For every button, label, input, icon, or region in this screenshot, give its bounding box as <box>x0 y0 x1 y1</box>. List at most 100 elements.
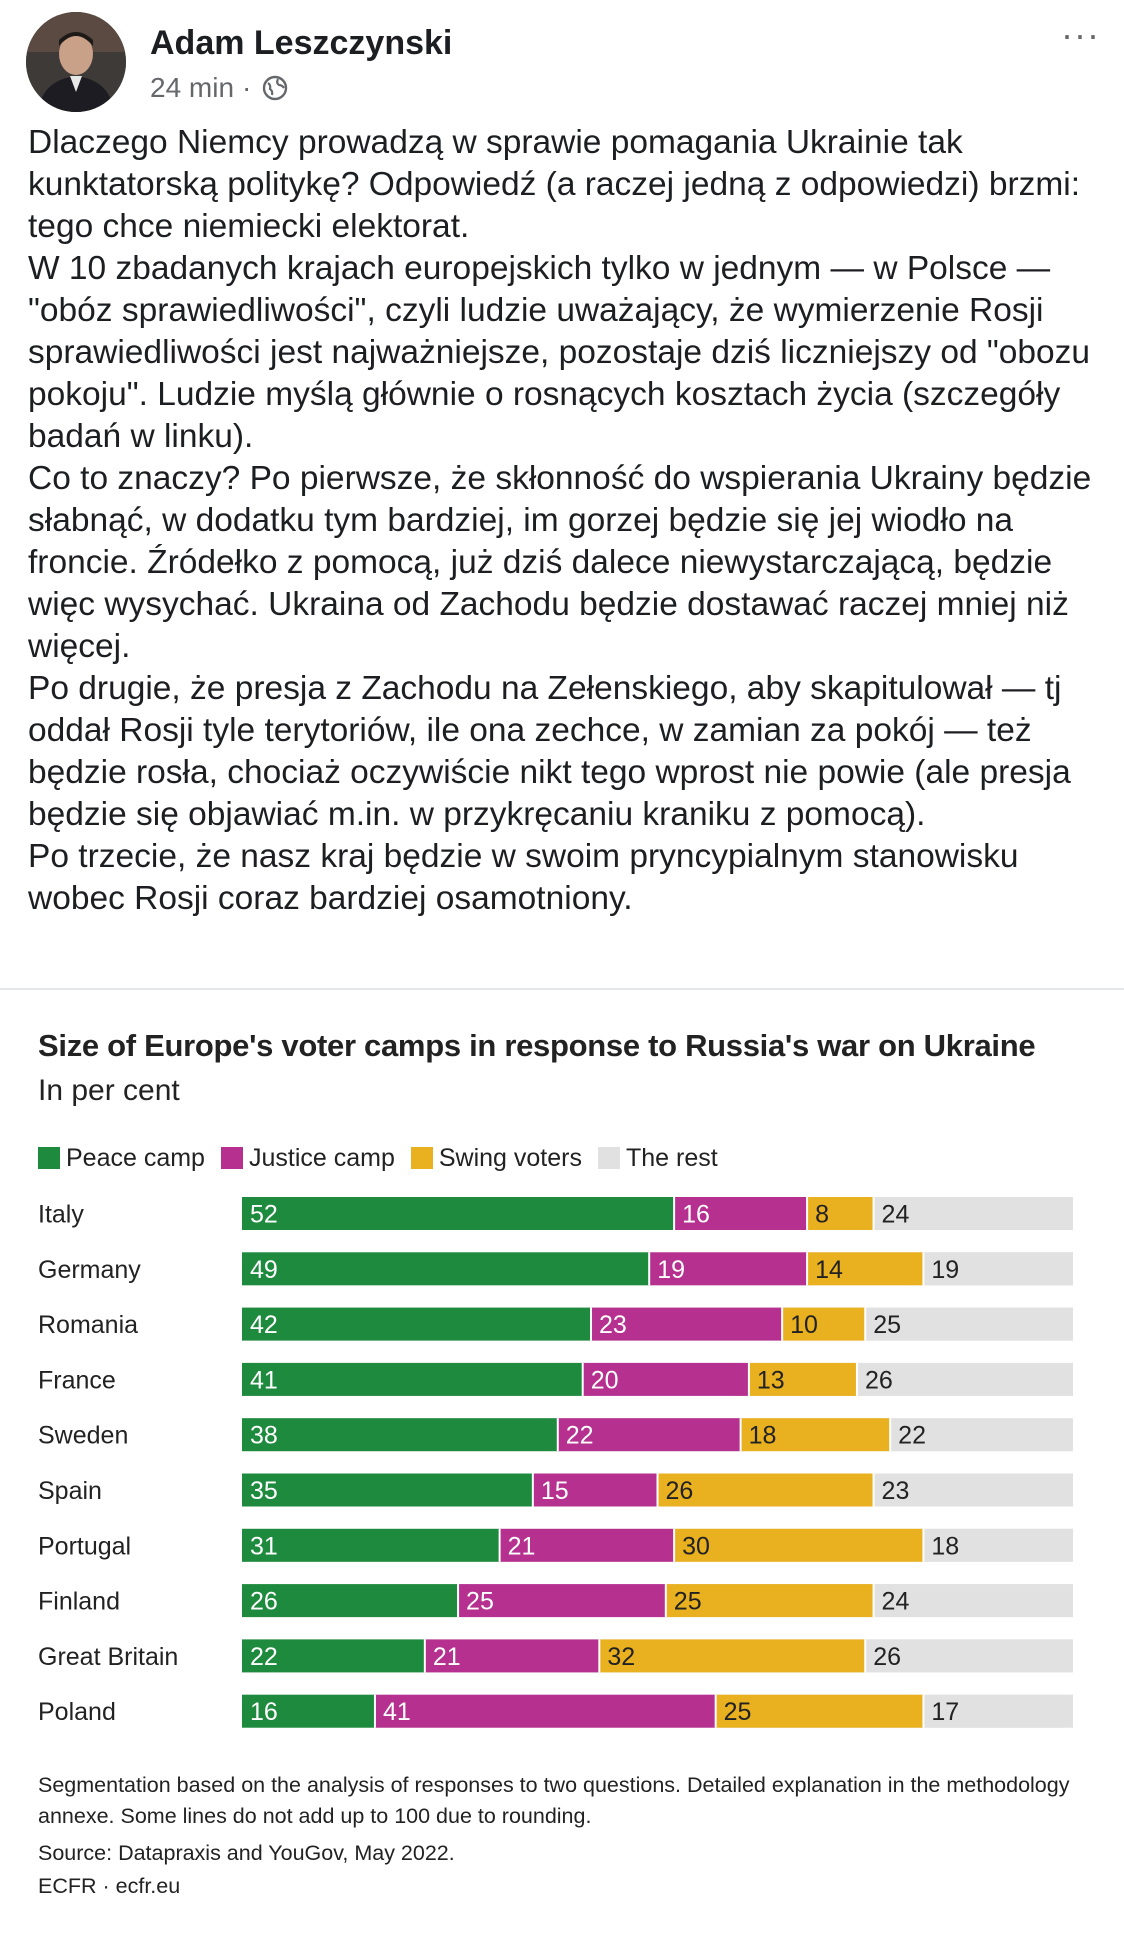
bar-separator <box>806 1252 809 1286</box>
data-label: 25 <box>674 1588 702 1616</box>
data-label: 8 <box>815 1201 829 1229</box>
data-label: 26 <box>865 1366 893 1394</box>
bar-segment <box>649 1252 808 1286</box>
category-label: Poland <box>38 1698 116 1726</box>
bar-segment <box>873 1584 1073 1618</box>
bar-segment <box>873 1473 1065 1507</box>
bar-separator <box>556 1418 559 1452</box>
bar-segment <box>599 1639 866 1673</box>
category-label: Portugal <box>38 1532 131 1560</box>
data-label: 24 <box>882 1201 910 1229</box>
data-label: 16 <box>682 1201 710 1229</box>
bar-separator <box>855 1362 858 1396</box>
bar-separator <box>648 1252 651 1286</box>
data-label: 21 <box>508 1532 536 1560</box>
bar-segment <box>424 1639 600 1673</box>
bar-segment <box>242 1418 558 1452</box>
bar-segment <box>242 1197 675 1230</box>
bar-separator <box>922 1528 925 1562</box>
data-label: 20 <box>591 1366 619 1394</box>
data-label: 22 <box>898 1422 926 1450</box>
bar-segment <box>807 1197 874 1230</box>
data-label: 26 <box>873 1643 901 1671</box>
bar-separator <box>889 1418 892 1452</box>
bar-segment <box>242 1584 459 1618</box>
data-label: 24 <box>882 1588 910 1616</box>
bar-segment <box>242 1694 375 1728</box>
bar-segment <box>715 1694 924 1728</box>
bar-separator <box>598 1639 601 1673</box>
bar-segment <box>748 1362 857 1396</box>
data-label: 26 <box>666 1477 694 1505</box>
legend-item: The rest <box>597 1143 718 1173</box>
legend-label: Peace camp <box>66 1143 205 1172</box>
bar-segment <box>499 1528 675 1562</box>
bar-separator <box>922 1252 925 1286</box>
data-label: 21 <box>433 1643 461 1671</box>
avatar[interactable] <box>26 12 126 112</box>
bar-segment <box>532 1473 658 1507</box>
category-label: Finland <box>38 1588 120 1616</box>
chart-credit: ECFR · ecfr.eu <box>38 1874 181 1898</box>
post-meta: 24 min · <box>150 72 289 104</box>
bar-separator <box>656 1473 659 1507</box>
globe-icon[interactable] <box>261 74 289 102</box>
bar-separator <box>373 1694 376 1728</box>
legend-label: The rest <box>625 1143 718 1172</box>
chart-image[interactable]: Size of Europe's voter camps in response… <box>0 990 1124 1942</box>
data-label: 17 <box>931 1698 959 1726</box>
bar-segment <box>923 1694 1065 1728</box>
post-header: Adam Leszczynski 24 min · ··· <box>0 0 1124 116</box>
bar-segment <box>657 1473 874 1507</box>
bar-separator <box>781 1307 784 1341</box>
author-name[interactable]: Adam Leszczynski <box>150 24 453 62</box>
bar-segment <box>923 1252 1073 1286</box>
bar-segment <box>890 1418 1073 1452</box>
data-label: 42 <box>250 1311 278 1339</box>
bar-segment <box>591 1307 783 1341</box>
data-label: 18 <box>749 1422 777 1450</box>
more-dots-icon[interactable]: ··· <box>1061 14 1100 55</box>
chart-footnote: Segmentation based on the analysis of re… <box>38 1773 1070 1828</box>
bar-segment <box>582 1362 749 1396</box>
bar-segment <box>242 1307 592 1341</box>
post-paragraph: Po drugie, że presja z Zachodu na Zełens… <box>28 670 1071 833</box>
legend-item: Justice camp <box>220 1144 395 1173</box>
category-label: Spain <box>38 1477 102 1505</box>
data-label: 19 <box>657 1256 685 1284</box>
data-label: 26 <box>250 1588 278 1616</box>
bar-separator <box>872 1473 875 1507</box>
bar-separator <box>714 1694 717 1728</box>
category-label: France <box>38 1366 116 1394</box>
bar-segment <box>242 1528 500 1562</box>
legend-label: Swing voters <box>438 1143 582 1172</box>
post-paragraph: Dlaczego Niemcy prowadzą w sprawie pomag… <box>28 124 1081 245</box>
bar-separator <box>739 1418 742 1452</box>
bar-segment <box>674 1528 924 1562</box>
data-label: 52 <box>250 1201 278 1229</box>
post-paragraph: Co to znaczy? Po pierwsze, że skłonność … <box>28 460 1092 665</box>
chart-plot: Italy 52 16 8 24 Germany 49 19 14 19 Romania 42 23 10… <box>38 1197 1073 1728</box>
chart-source: Source: Datapraxis and YouGov, May 2022. <box>38 1841 455 1865</box>
bar-separator <box>590 1307 593 1341</box>
data-label: 25 <box>873 1311 901 1339</box>
bar-segment <box>557 1418 741 1452</box>
bar-segment <box>923 1528 1073 1562</box>
bar-separator <box>664 1584 667 1618</box>
data-label: 23 <box>599 1311 627 1339</box>
category-label: Italy <box>38 1201 84 1229</box>
data-label: 22 <box>250 1643 278 1671</box>
data-label: 19 <box>931 1256 959 1284</box>
legend-swatch <box>410 1147 433 1169</box>
post-time[interactable]: 24 min <box>150 72 235 103</box>
data-label: 41 <box>250 1366 278 1394</box>
legend-item: Peace camp <box>38 1144 205 1173</box>
data-label: 14 <box>815 1256 843 1284</box>
data-label: 23 <box>882 1477 910 1505</box>
bar-segment <box>242 1252 650 1286</box>
bar-segment <box>782 1307 866 1341</box>
bar-segment <box>865 1639 1073 1673</box>
legend-swatch <box>38 1147 60 1169</box>
data-label: 18 <box>931 1532 959 1560</box>
divider <box>0 988 1124 990</box>
